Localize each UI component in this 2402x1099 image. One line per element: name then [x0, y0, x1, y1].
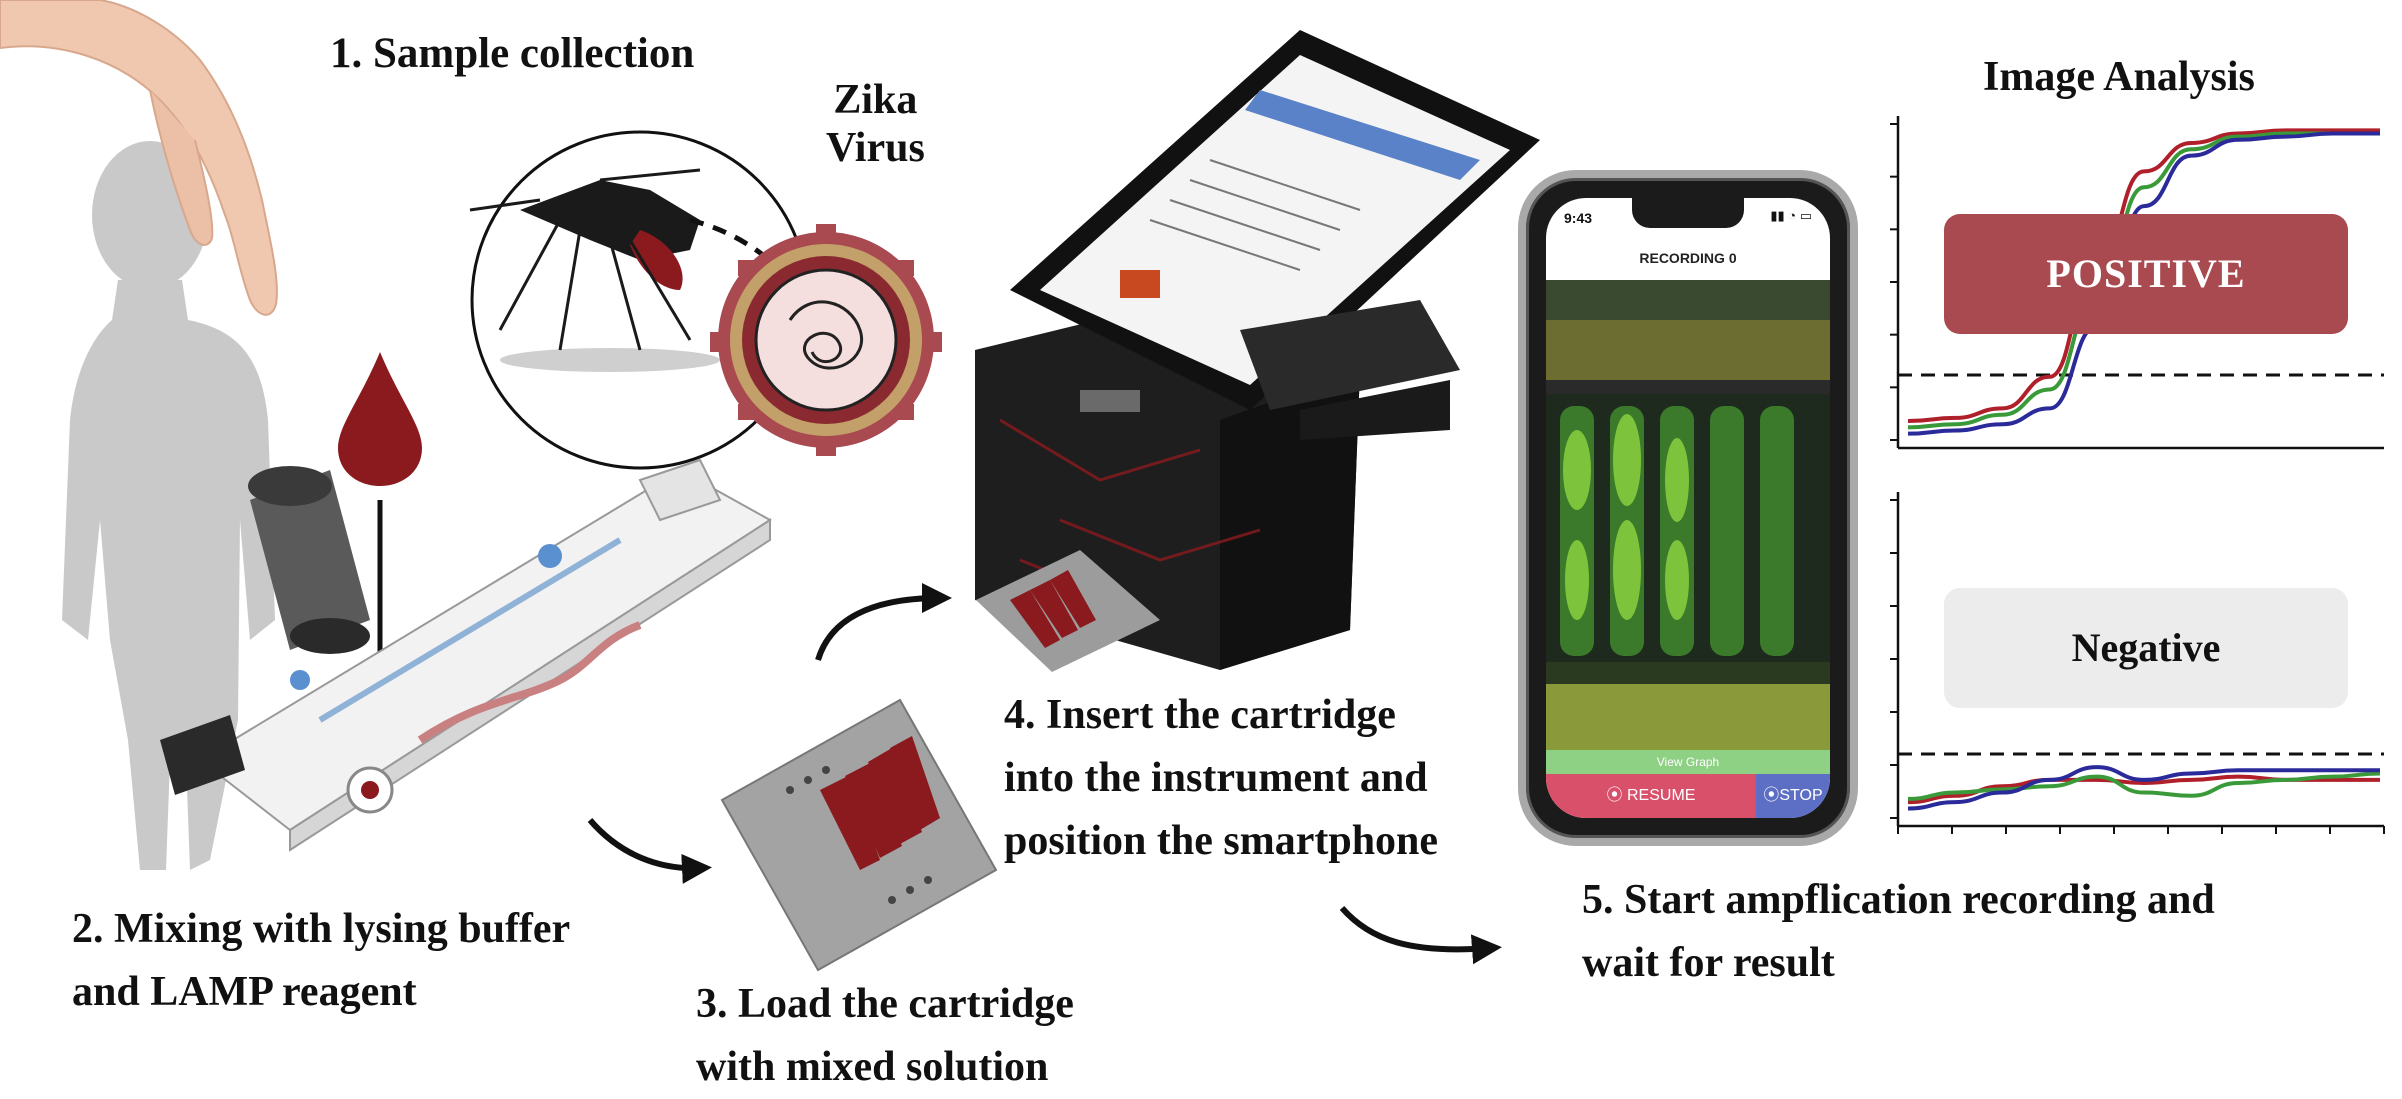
image-analysis-title: Image Analysis: [1983, 54, 2255, 100]
cartridge-illustration: [720, 698, 998, 972]
negative-result-badge: Negative: [1944, 588, 2348, 708]
step4-label: 4. Insert the cartridge into the instrum…: [1004, 692, 1439, 864]
stop-label: STOP: [1779, 787, 1823, 804]
instrument-illustration: [975, 30, 1540, 672]
virus-illustration: [710, 224, 942, 456]
zika-virus-label: Zika Virus: [826, 77, 925, 172]
resume-label: RESUME: [1627, 787, 1696, 804]
view-graph-button[interactable]: View Graph: [1546, 750, 1830, 774]
positive-chart: [1890, 116, 2384, 450]
phone-screen: 9:43 ▮▮ ◔ ▭ RECORDING 0 View Graph: [1546, 198, 1830, 818]
negative-series-green: [1907, 771, 2381, 801]
arrow-step3-to-step4: [815, 583, 952, 661]
step3-label: 3. Load the cartridge with mixed solutio…: [696, 981, 1074, 1090]
microfluidic-chip: [160, 458, 772, 852]
recording-title: RECORDING 0: [1639, 250, 1737, 266]
negative-series-blue: [1907, 765, 2380, 811]
arrow-step4-to-step5: [1339, 906, 1502, 965]
step1-label: 1. Sample collection: [330, 30, 695, 77]
recording-smartphone: 9:43 ▮▮ ◔ ▭ RECORDING 0 View Graph: [1518, 170, 1858, 846]
step2-label: 2. Mixing with lysing buffer and LAMP re…: [72, 906, 571, 1015]
blood-drop-icon: [338, 352, 422, 486]
phone-notch: [1632, 198, 1744, 228]
step5-label: 5. Start ampflication recording and wait…: [1582, 877, 2215, 986]
mosquito-illustration: [469, 130, 810, 470]
positive-series-green: [1907, 131, 2380, 430]
status-time: 9:43: [1564, 210, 1593, 226]
camera-feed: [1546, 280, 1830, 750]
hand-illustration: [0, 0, 278, 316]
negative-chart: [1890, 492, 2385, 834]
arrow-step2-to-step3: [587, 818, 712, 884]
positive-series-red: [1907, 128, 2380, 424]
stop-icon: ⦿: [1763, 787, 1780, 804]
record-icon: ⦿: [1606, 787, 1627, 804]
positive-result-badge: POSITIVE: [1944, 214, 2348, 334]
stop-button[interactable]: ⦿STOP: [1756, 774, 1830, 818]
resume-button[interactable]: ⦿ RESUME: [1546, 774, 1756, 818]
signal-battery-icon: ▮▮ ◔ ▭: [1770, 208, 1812, 223]
